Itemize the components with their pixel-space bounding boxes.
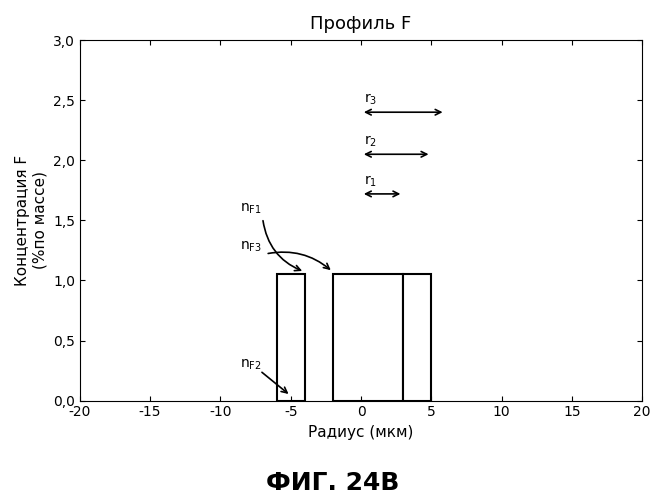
Bar	[276, 274, 305, 400]
Text: $\mathregular{n_{F1}}$: $\mathregular{n_{F1}}$	[240, 201, 262, 216]
Title: Профиль F: Профиль F	[310, 15, 412, 33]
Text: $\mathregular{r_2}$: $\mathregular{r_2}$	[364, 134, 377, 150]
Bar	[333, 274, 403, 400]
Text: $\mathregular{n_{F3}}$: $\mathregular{n_{F3}}$	[240, 240, 262, 254]
Text: ФИГ. 24В: ФИГ. 24В	[266, 471, 400, 495]
X-axis label: Радиус (мкм): Радиус (мкм)	[308, 425, 414, 440]
Text: $\mathregular{r_1}$: $\mathregular{r_1}$	[364, 174, 377, 189]
Text: $\mathregular{n_{F2}}$: $\mathregular{n_{F2}}$	[240, 358, 262, 372]
Text: $\mathregular{r_3}$: $\mathregular{r_3}$	[364, 92, 377, 108]
Bar	[403, 274, 432, 400]
Y-axis label: Концентрация F
(%по массе): Концентрация F (%по массе)	[15, 155, 47, 286]
